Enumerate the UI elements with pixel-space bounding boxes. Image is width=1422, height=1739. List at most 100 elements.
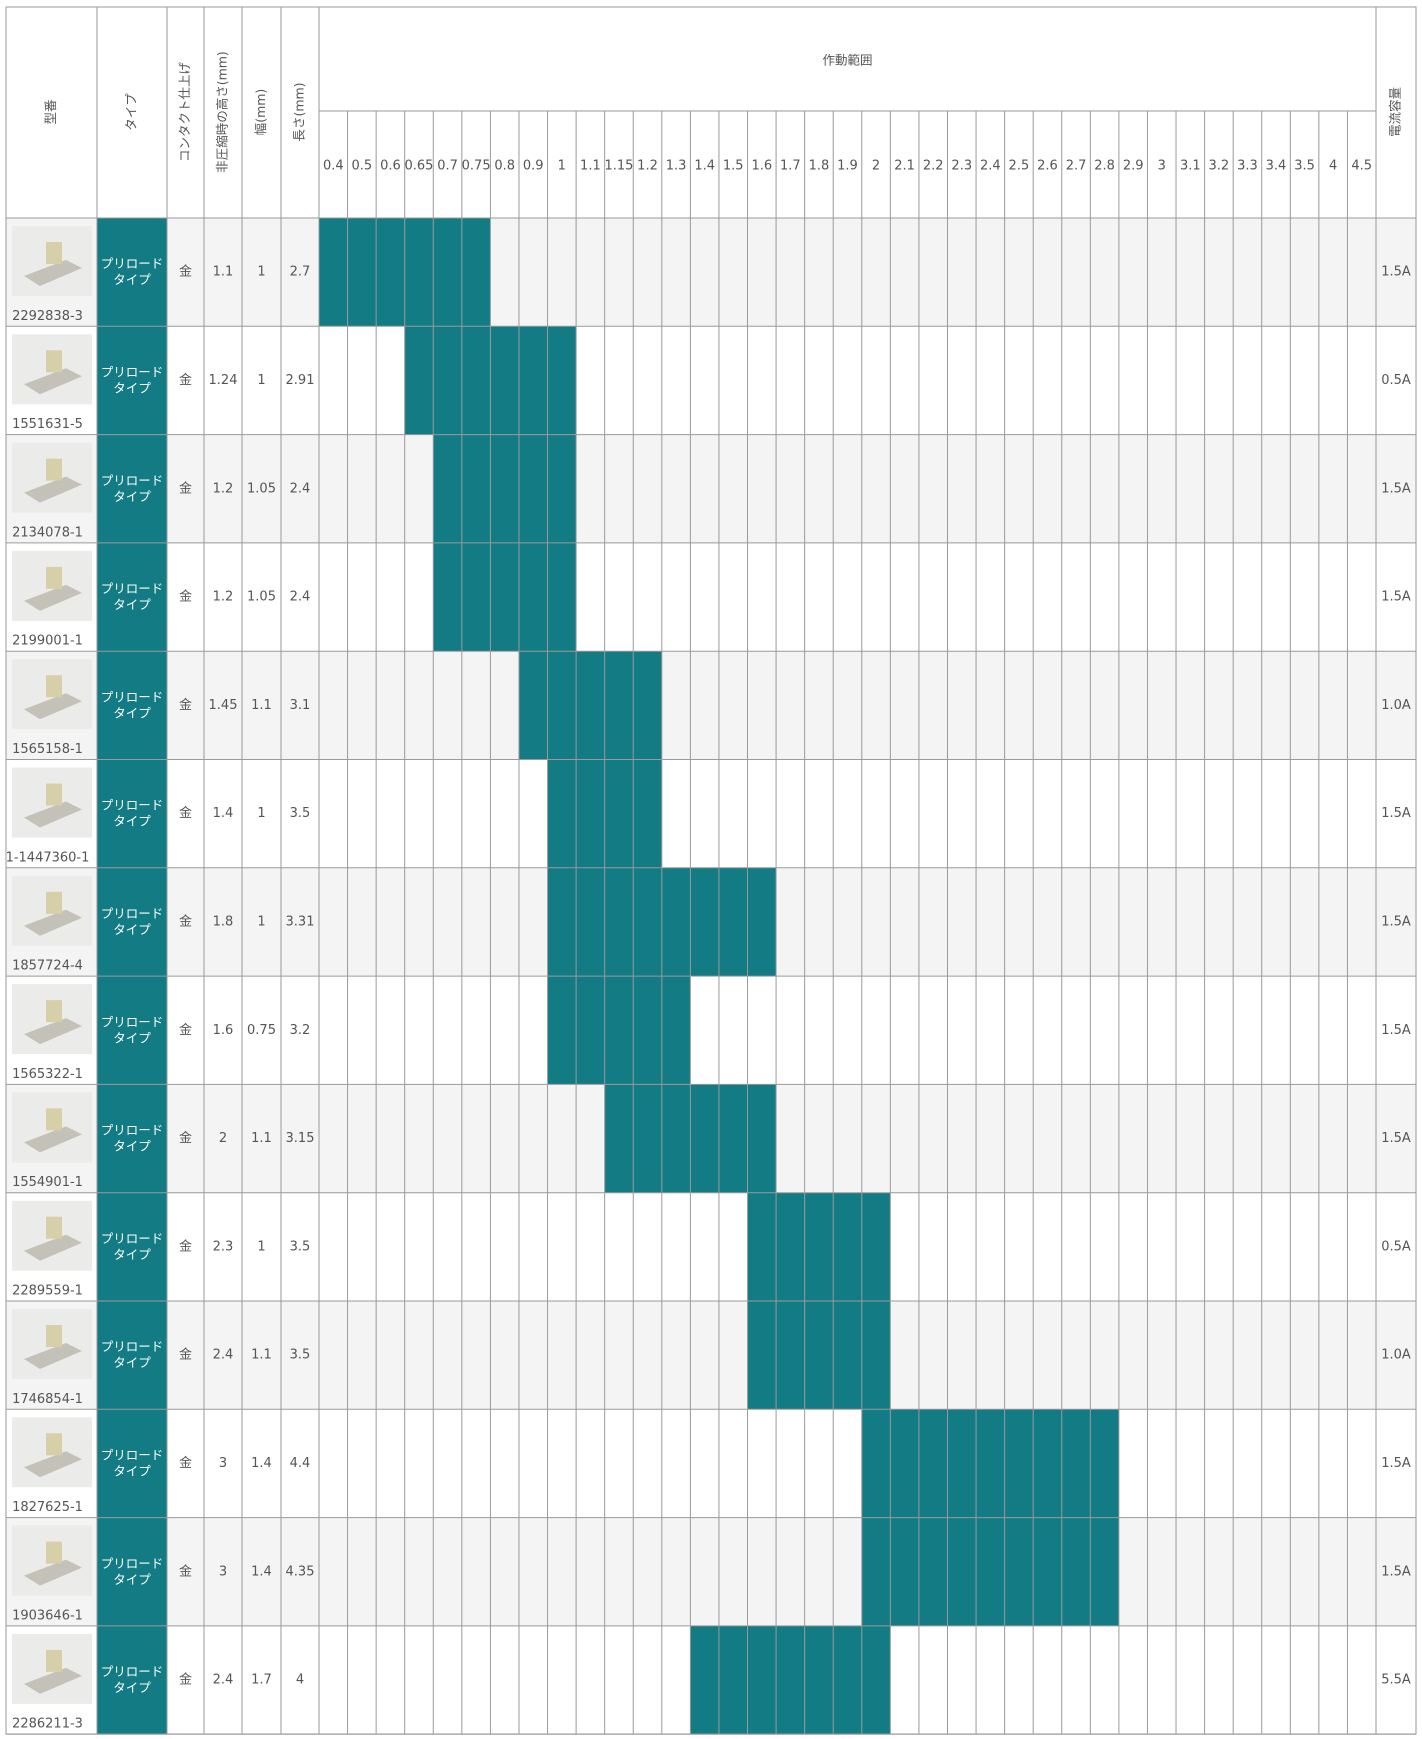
current: 1.5A <box>1381 590 1411 605</box>
current: 1.5A <box>1381 265 1411 280</box>
product-image <box>12 1092 92 1163</box>
current: 1.5A <box>1381 481 1411 496</box>
type-cell <box>97 759 167 868</box>
range-label: 0.65 <box>405 159 434 174</box>
current: 1.0A <box>1381 698 1411 713</box>
row-background <box>6 759 1416 868</box>
type: プリロードタイプ <box>101 472 164 503</box>
part-number: 2134078-1 <box>12 525 83 540</box>
part-number: 1554901-1 <box>12 1175 83 1190</box>
range-label: 1.7 <box>780 159 801 174</box>
range-bar <box>861 1517 1119 1626</box>
range-label: 2.3 <box>951 159 972 174</box>
range-label: 1.6 <box>751 159 772 174</box>
part-number: 1565322-1 <box>12 1067 83 1082</box>
part-number: 2289559-1 <box>12 1284 83 1299</box>
type-cell <box>97 1625 167 1735</box>
finish: 金 <box>179 1347 192 1363</box>
type-cell <box>97 1517 167 1626</box>
width: 1.1 <box>251 1131 272 1146</box>
current: 1.5A <box>1381 1564 1411 1579</box>
row-background <box>6 976 1416 1085</box>
image-tab <box>46 675 62 698</box>
width: 1 <box>257 806 265 821</box>
current: 1.5A <box>1381 806 1411 821</box>
product-image <box>12 550 92 621</box>
height: 1.2 <box>213 481 234 496</box>
length: 3.5 <box>290 1348 311 1363</box>
range-label: 2.9 <box>1123 159 1144 174</box>
finish: 金 <box>179 805 192 821</box>
part-number: 1551631-5 <box>12 417 83 432</box>
range-label: 2.2 <box>923 159 944 174</box>
range-label: 3.1 <box>1180 159 1201 174</box>
column-header: 作動範囲 <box>822 53 872 68</box>
height: 3 <box>219 1564 227 1579</box>
column-header: 非圧縮時の高さ(mm) <box>215 51 230 173</box>
type: プリロードタイプ <box>101 364 164 395</box>
type-cell <box>97 434 167 543</box>
range-bar <box>690 1625 891 1735</box>
image-tab <box>46 783 62 806</box>
range-label: 4.5 <box>1351 159 1372 174</box>
type: プリロードタイプ <box>101 256 164 287</box>
part-number: 2286211-3 <box>12 1717 83 1732</box>
product-image <box>12 226 92 296</box>
row-background <box>6 1517 1416 1626</box>
part-number: 2292838-3 <box>12 309 83 324</box>
current: 5.5A <box>1381 1673 1411 1688</box>
height: 2.3 <box>213 1239 234 1254</box>
length: 2.4 <box>290 590 311 605</box>
range-label: 2.8 <box>1094 159 1115 174</box>
range-label: 2.7 <box>1066 159 1087 174</box>
row-background <box>6 1409 1416 1518</box>
part-number: 1903646-1 <box>12 1608 83 1623</box>
height: 1.24 <box>209 373 238 388</box>
image-part <box>24 1343 82 1369</box>
image-tab <box>46 1216 62 1239</box>
width: 1 <box>257 914 265 929</box>
type-cell <box>97 1409 167 1518</box>
range-bar <box>547 976 691 1085</box>
length: 4.4 <box>290 1456 311 1471</box>
current: 0.5A <box>1381 373 1411 388</box>
image-part <box>24 1559 82 1586</box>
range-label: 1.4 <box>694 159 715 174</box>
part-number: 2199001-1 <box>12 634 83 649</box>
image-tab <box>46 566 62 589</box>
image-tab <box>46 1325 62 1347</box>
column-header: タイプ <box>124 93 139 131</box>
finish: 金 <box>179 589 192 605</box>
column-header: 幅(mm) <box>253 89 268 136</box>
product-image <box>12 1633 92 1704</box>
type-cell <box>97 651 167 760</box>
length: 4.35 <box>286 1564 315 1579</box>
range-label: 3.2 <box>1209 159 1230 174</box>
image-part <box>24 260 82 286</box>
product-image <box>12 334 92 405</box>
range-bar <box>747 1301 891 1410</box>
type-cell <box>97 1301 167 1410</box>
image-part <box>24 584 82 611</box>
range-label: 3.5 <box>1294 159 1315 174</box>
current: 1.5A <box>1381 1131 1411 1146</box>
height: 3 <box>219 1456 227 1471</box>
range-label: 0.5 <box>352 159 373 174</box>
product-image <box>12 1525 92 1596</box>
range-label: 2.6 <box>1037 159 1058 174</box>
range-label: 3.4 <box>1266 159 1287 174</box>
column-header: 型番 <box>43 99 58 125</box>
type-cell <box>97 326 167 435</box>
image-tab <box>46 891 62 914</box>
length: 3.5 <box>290 1239 311 1254</box>
product-image <box>12 659 92 730</box>
height: 2 <box>219 1131 227 1146</box>
column-header: 長さ(mm) <box>292 82 307 141</box>
product-image <box>12 442 92 513</box>
current: 1.5A <box>1381 1456 1411 1471</box>
row-background <box>6 1301 1416 1410</box>
range-label: 1.3 <box>666 159 687 174</box>
height: 1.45 <box>209 698 238 713</box>
